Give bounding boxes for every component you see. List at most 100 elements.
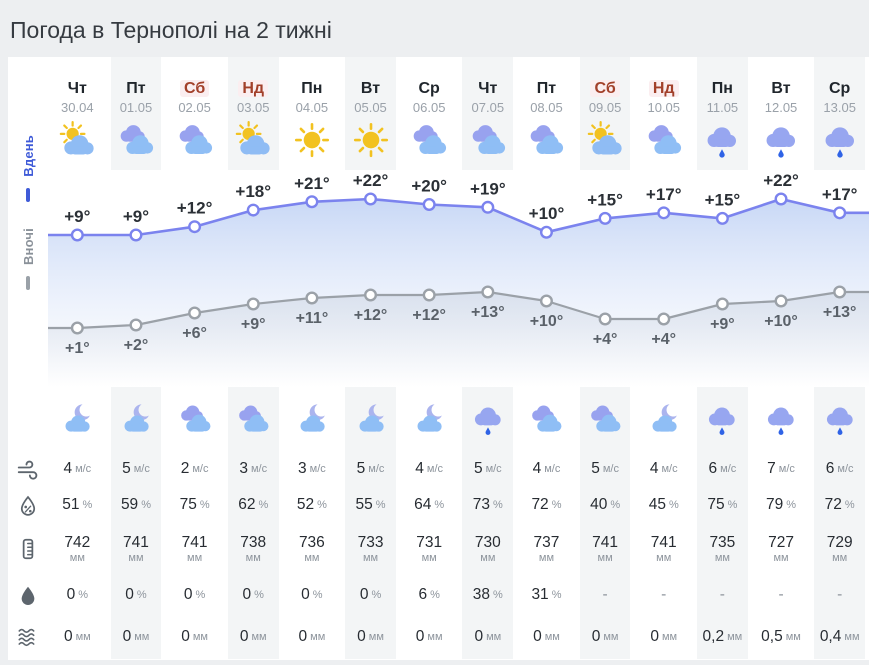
day-temp-point [70, 228, 84, 242]
wind-value: 4 [415, 460, 424, 477]
night-temp-point [129, 318, 143, 332]
prob-value: - [778, 586, 784, 603]
wind-value: 7 [767, 460, 776, 477]
cloud-rain-icon [703, 400, 741, 438]
day-column-header[interactable]: Ср 06.05 [400, 57, 459, 170]
press-value: 735 [709, 534, 736, 551]
pressure-row-cell: 737 мм [517, 523, 576, 575]
wind-unit: м/с [133, 463, 150, 475]
day-name-line: Нд [634, 78, 693, 99]
day-name-line: Пт [517, 78, 576, 99]
pressure-row-cell: 729 мм [810, 523, 869, 575]
hum-unit: % [82, 499, 93, 511]
night-weather-cell [634, 387, 693, 451]
pressure-row-cell: 741 мм [106, 523, 166, 575]
wind-value: 4 [532, 460, 542, 477]
cloud-rain-icon [760, 119, 802, 161]
legend-day-tab[interactable]: Вдень [21, 135, 36, 202]
temperature-chart: +1° +2° +6° +9° +11° +12° +12° +13° +10° +4° +4° +9… [48, 171, 869, 387]
prob-unit: % [254, 589, 264, 601]
precip-probability-row-cell: - [634, 575, 693, 615]
wind-unit: м/с [368, 463, 385, 475]
precip-amount-row-cell: 0 мм [106, 615, 166, 659]
hum-value: 73 [472, 496, 491, 513]
hum-unit: % [610, 499, 621, 511]
day-temp-label: +19° [470, 179, 506, 198]
day-column-header[interactable]: Чт 30.04 [48, 57, 107, 170]
night-temp-point [246, 297, 260, 311]
sun-cloud-icon [56, 119, 98, 161]
day-column-header[interactable]: Сб 02.05 [165, 57, 224, 170]
chart-area-fill [48, 292, 869, 387]
day-temp-label: +22° [763, 171, 799, 190]
precip-probability-row-cell: 0% [48, 575, 107, 615]
hum-unit: % [786, 499, 797, 511]
prob-value: 6 [418, 586, 428, 603]
wind-row-cell: 4 м/с [400, 451, 459, 487]
day-column-header[interactable]: Вт 12.05 [752, 57, 811, 170]
moon-cloud-icon [645, 400, 683, 438]
night-weather-cell [283, 387, 342, 451]
day-temp-label: +21° [294, 174, 330, 193]
hum-unit: % [727, 499, 738, 511]
day-column-header[interactable]: Чт 07.05 [458, 57, 518, 170]
prob-value: 0 [125, 586, 134, 603]
day-column-header[interactable]: Нд 03.05 [223, 57, 283, 170]
chart-legend: Вдень Вночі [8, 135, 48, 290]
hum-value: 79 [766, 496, 784, 513]
hum-value: 72 [824, 496, 842, 513]
clouds-icon [525, 119, 567, 161]
hum-value: 72 [531, 496, 549, 513]
amount-value: 0 [415, 628, 425, 645]
amount-value: 0,4 [819, 628, 842, 645]
cloud-rain-icon [819, 119, 861, 161]
precip-amount-row: 0 мм 0 мм 0 мм 0 мм 0 мм 0 мм 0 мм 0 мм 0 мм 0 мм 0 мм 0,2 мм 0,… [48, 615, 869, 659]
day-column-header[interactable]: Нд 10.05 [634, 57, 693, 170]
night-temp-line [48, 290, 869, 330]
forecast-card: Вдень Вночі [8, 57, 869, 660]
precip-amount-row-cell: 0,4 мм [810, 615, 869, 659]
day-name-line: Сб [580, 78, 631, 99]
legend-night-label: Вночі [20, 227, 36, 265]
sun-icon [291, 119, 333, 161]
press-unit: мм [538, 552, 555, 564]
prob-unit: % [493, 589, 503, 601]
day-name: Пт [536, 80, 557, 97]
day-name-line: Чт [462, 78, 513, 99]
day-name-line: Пт [111, 78, 162, 99]
night-temp-point [833, 285, 847, 299]
amount-unit: мм [844, 631, 860, 643]
day-column-header[interactable]: Пт 08.05 [517, 57, 576, 170]
night-temp-label: +12° [354, 307, 388, 324]
night-weather-cell [223, 387, 283, 451]
day-column-header[interactable]: Пн 11.05 [693, 57, 752, 170]
day-column-header[interactable]: Сб 09.05 [575, 57, 635, 170]
prob-value: 0 [359, 586, 369, 603]
day-temp-label: +12° [177, 199, 213, 218]
pressure-row-cell: 735 мм [693, 523, 752, 575]
night-temp-label: +4° [593, 331, 618, 348]
humidity-row: 51% 59% 75% 62% 52% 55% 64% 73% 72% 40% 45% 75% 79% 7… [48, 487, 869, 523]
wind-unit: м/с [720, 463, 737, 475]
night-temp-point [774, 294, 788, 308]
night-weather-cell [341, 387, 400, 451]
wind-value: 2 [180, 460, 190, 477]
day-temp-point [598, 211, 612, 225]
hum-unit: % [375, 499, 386, 511]
humidity-row-cell: 52% [283, 487, 342, 523]
day-date: 07.05 [471, 100, 505, 115]
day-column-header[interactable]: Вт 05.05 [341, 57, 400, 170]
day-name: Чт [67, 80, 87, 97]
legend-night-tab[interactable]: Вночі [21, 228, 36, 290]
day-column-header[interactable]: Пт 01.05 [106, 57, 166, 170]
day-column-header[interactable]: Ср 13.05 [810, 57, 869, 170]
humidity-row-cell: 72% [810, 487, 869, 523]
wind-row-cell: 5 м/с [106, 451, 166, 487]
wind-row-cell: 5 м/с [458, 451, 518, 487]
prob-value: 0 [301, 586, 310, 603]
day-column-header[interactable]: Пн 04.05 [283, 57, 342, 170]
night-weather-cell [517, 387, 576, 451]
clouds-icon [643, 119, 685, 161]
prob-unit: % [136, 589, 147, 601]
cloud-rain-icon [821, 400, 859, 438]
